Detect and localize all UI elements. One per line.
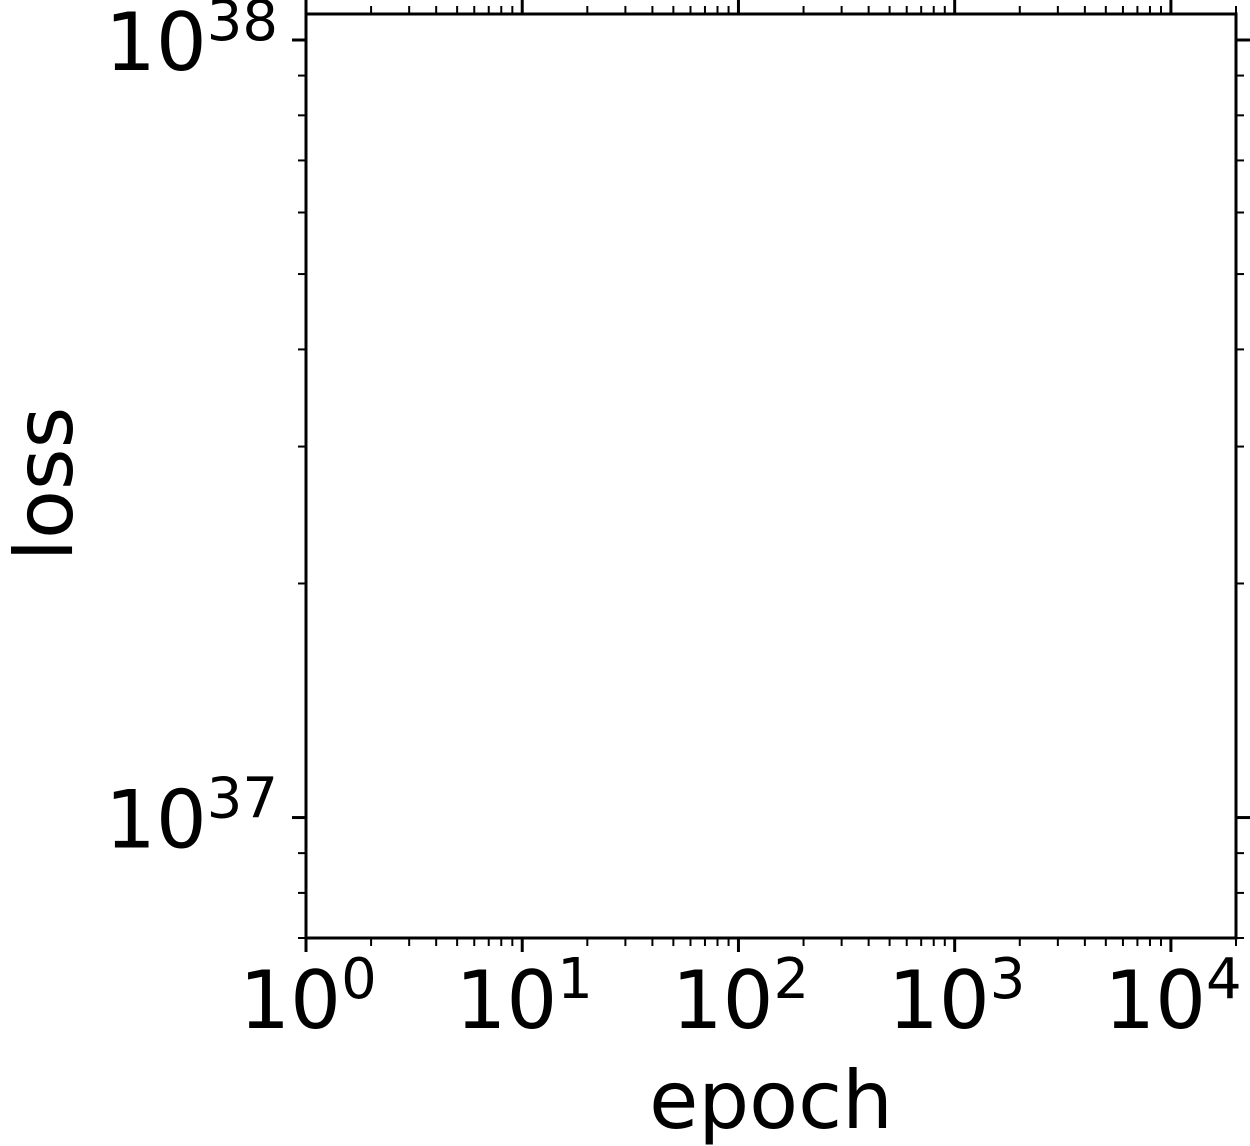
tick-marks <box>292 0 1250 952</box>
x-tick-label: 100 <box>239 947 376 1047</box>
x-axis-label: epoch <box>649 1054 893 1146</box>
x-tick-label: 103 <box>888 947 1025 1047</box>
y-axis-label: loss <box>0 407 91 562</box>
tick-labels: 100 101 102 103 104 1037 1038 <box>105 0 1242 1047</box>
x-tick-label: 104 <box>1104 947 1241 1047</box>
plot-frame <box>304 12 1238 940</box>
y-tick-label: 1037 <box>105 767 278 867</box>
x-tick-label: 102 <box>672 947 809 1047</box>
x-tick-label: 101 <box>456 947 593 1047</box>
y-tick-label: 1038 <box>105 0 278 89</box>
